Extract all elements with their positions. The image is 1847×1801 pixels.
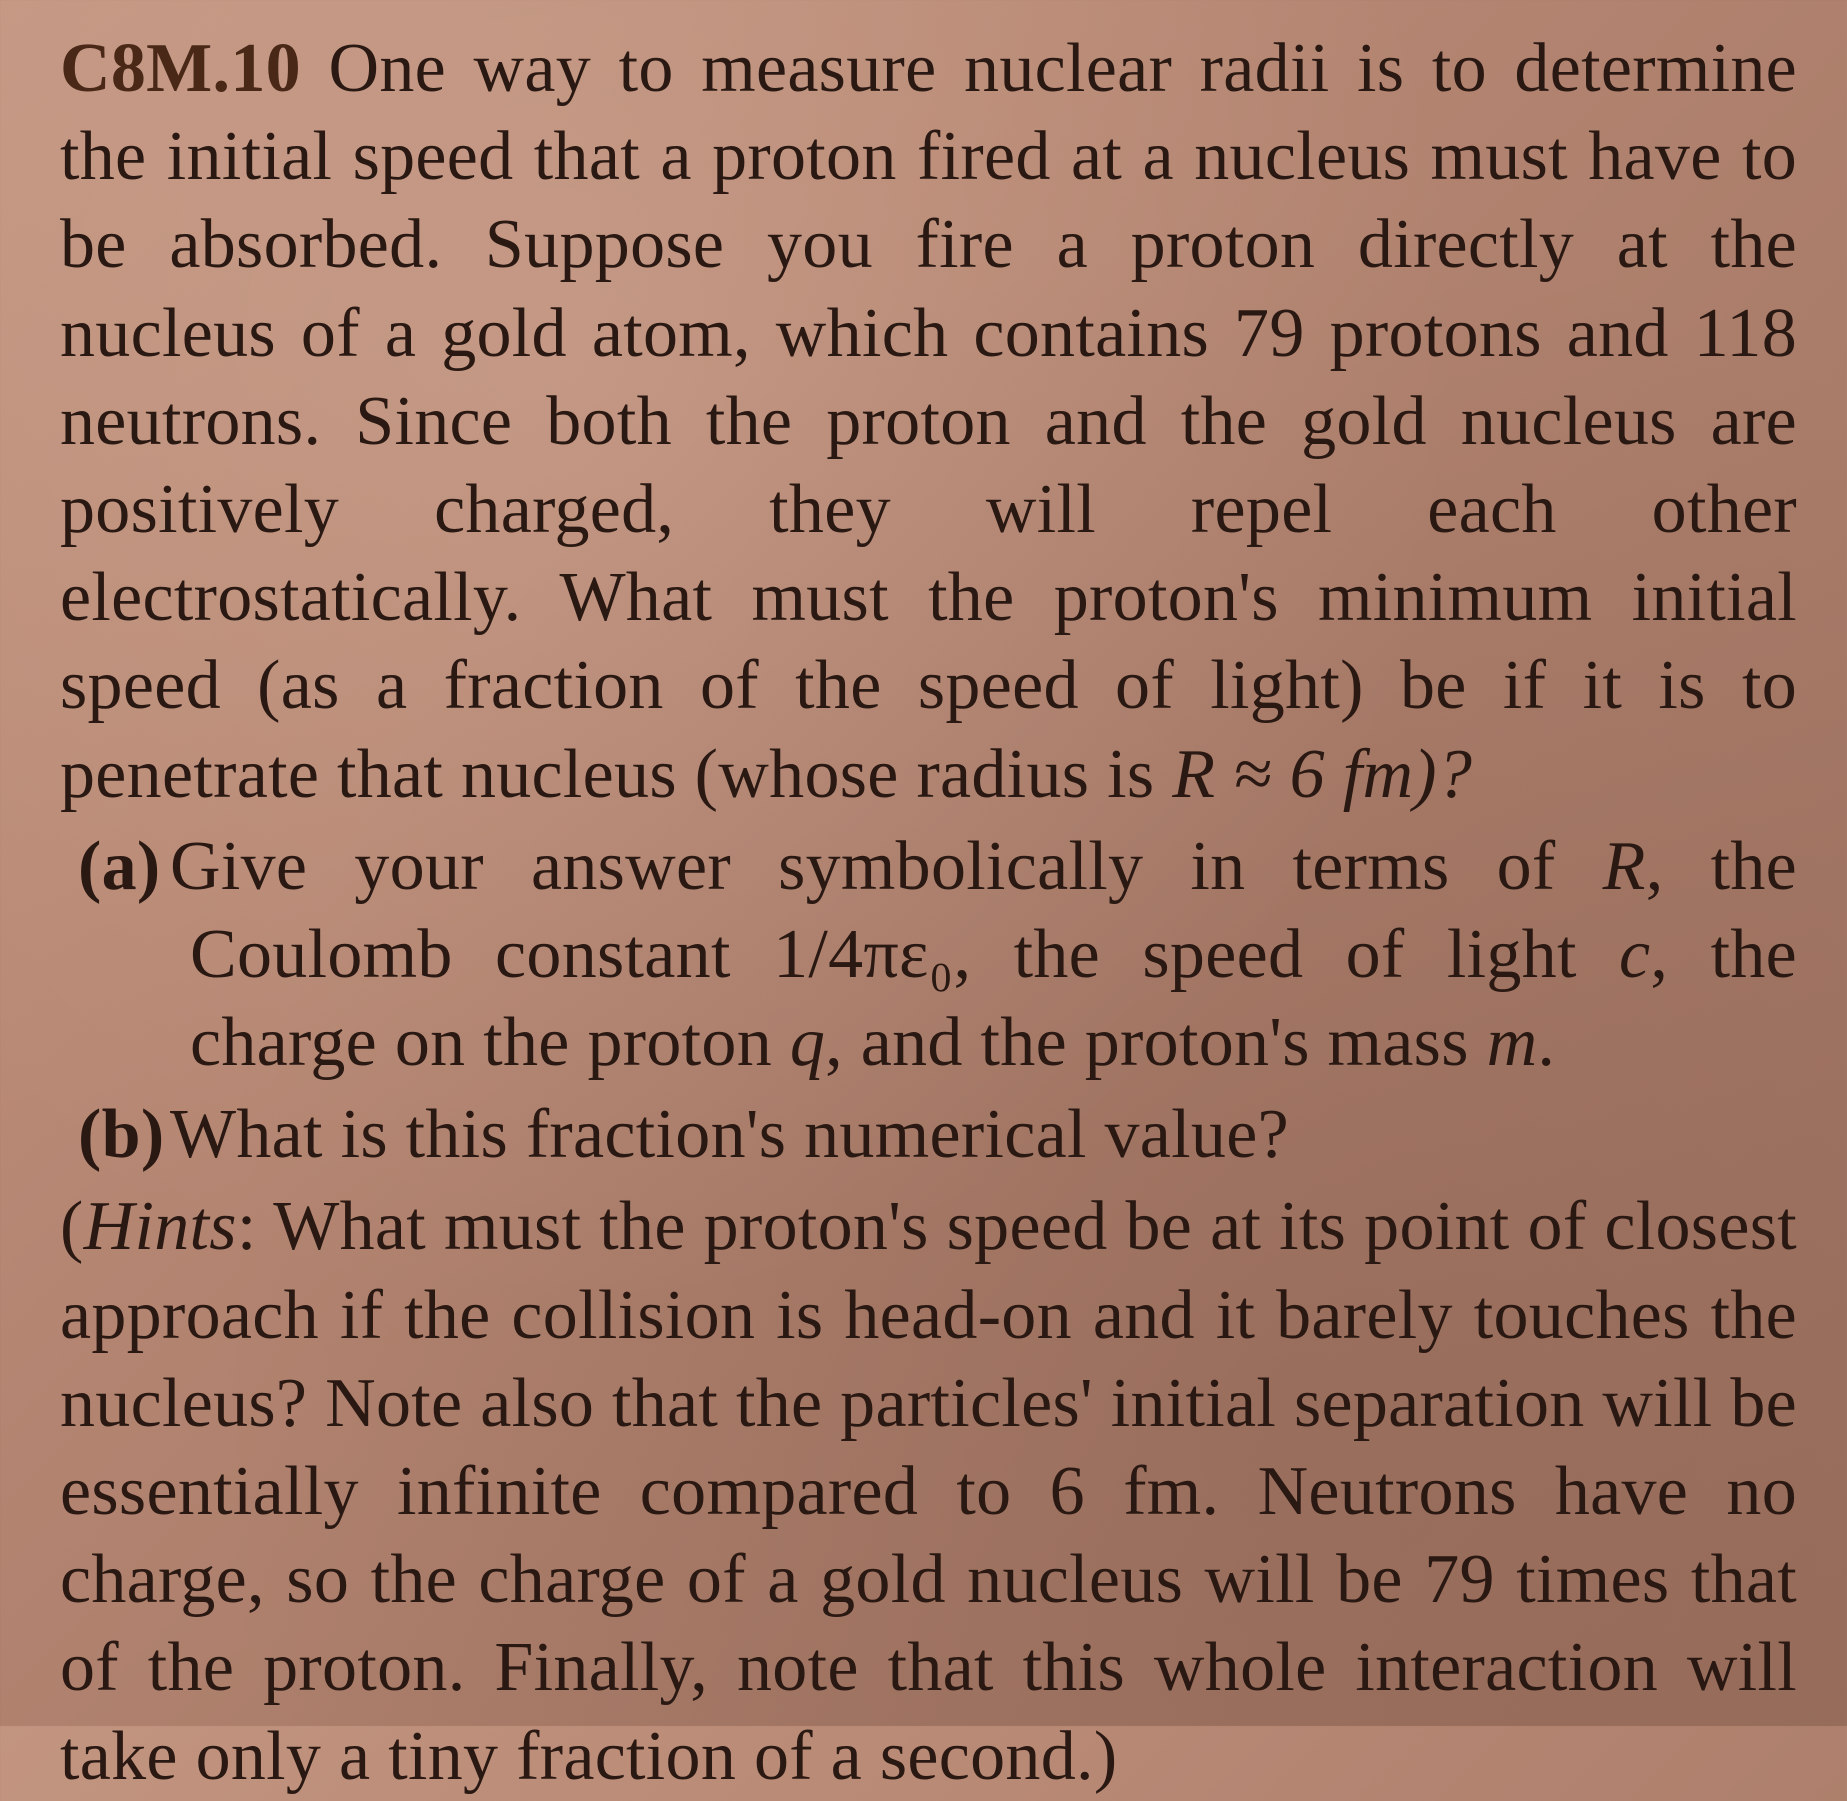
variable-m: m: [1487, 1004, 1538, 1081]
part-a-label: (a): [78, 823, 170, 911]
variable-c: c: [1619, 916, 1650, 993]
physics-problem: C8M.10 One way to measure nuclear radii …: [60, 25, 1797, 1801]
variable-R: R: [1603, 828, 1646, 905]
part-a-text-1: Give your answer symbolically in terms o…: [170, 828, 1603, 905]
problem-main-text: One way to measure nuclear radii is to d…: [60, 30, 1797, 813]
radius-expression: R ≈ 6 fm)?: [1172, 736, 1472, 813]
part-a-paragraph: (a)Give your answer symbolically in term…: [60, 823, 1797, 1088]
part-b-text: What is this fraction's numerical value?: [170, 1096, 1289, 1173]
part-a-text-6: .: [1537, 1004, 1555, 1081]
problem-main-paragraph: C8M.10 One way to measure nuclear radii …: [60, 25, 1797, 819]
hints-text: : What must the proton's speed be at its…: [60, 1188, 1797, 1794]
problem-number-label: C8M.10: [60, 30, 301, 107]
hints-paragraph: (Hints: What must the proton's speed be …: [60, 1183, 1797, 1800]
part-b-label: (b): [78, 1091, 170, 1179]
hints-open-paren: (: [60, 1188, 84, 1265]
part-b-paragraph: (b)What is this fraction's numerical val…: [60, 1091, 1797, 1179]
variable-q: q: [790, 1004, 825, 1081]
part-a-text-3: , the speed of light: [953, 916, 1619, 993]
coulomb-constant: 1/4πε₀: [773, 916, 953, 993]
hints-label: Hints: [84, 1188, 237, 1265]
part-a-text-5: , and the proton's mass: [825, 1004, 1486, 1081]
